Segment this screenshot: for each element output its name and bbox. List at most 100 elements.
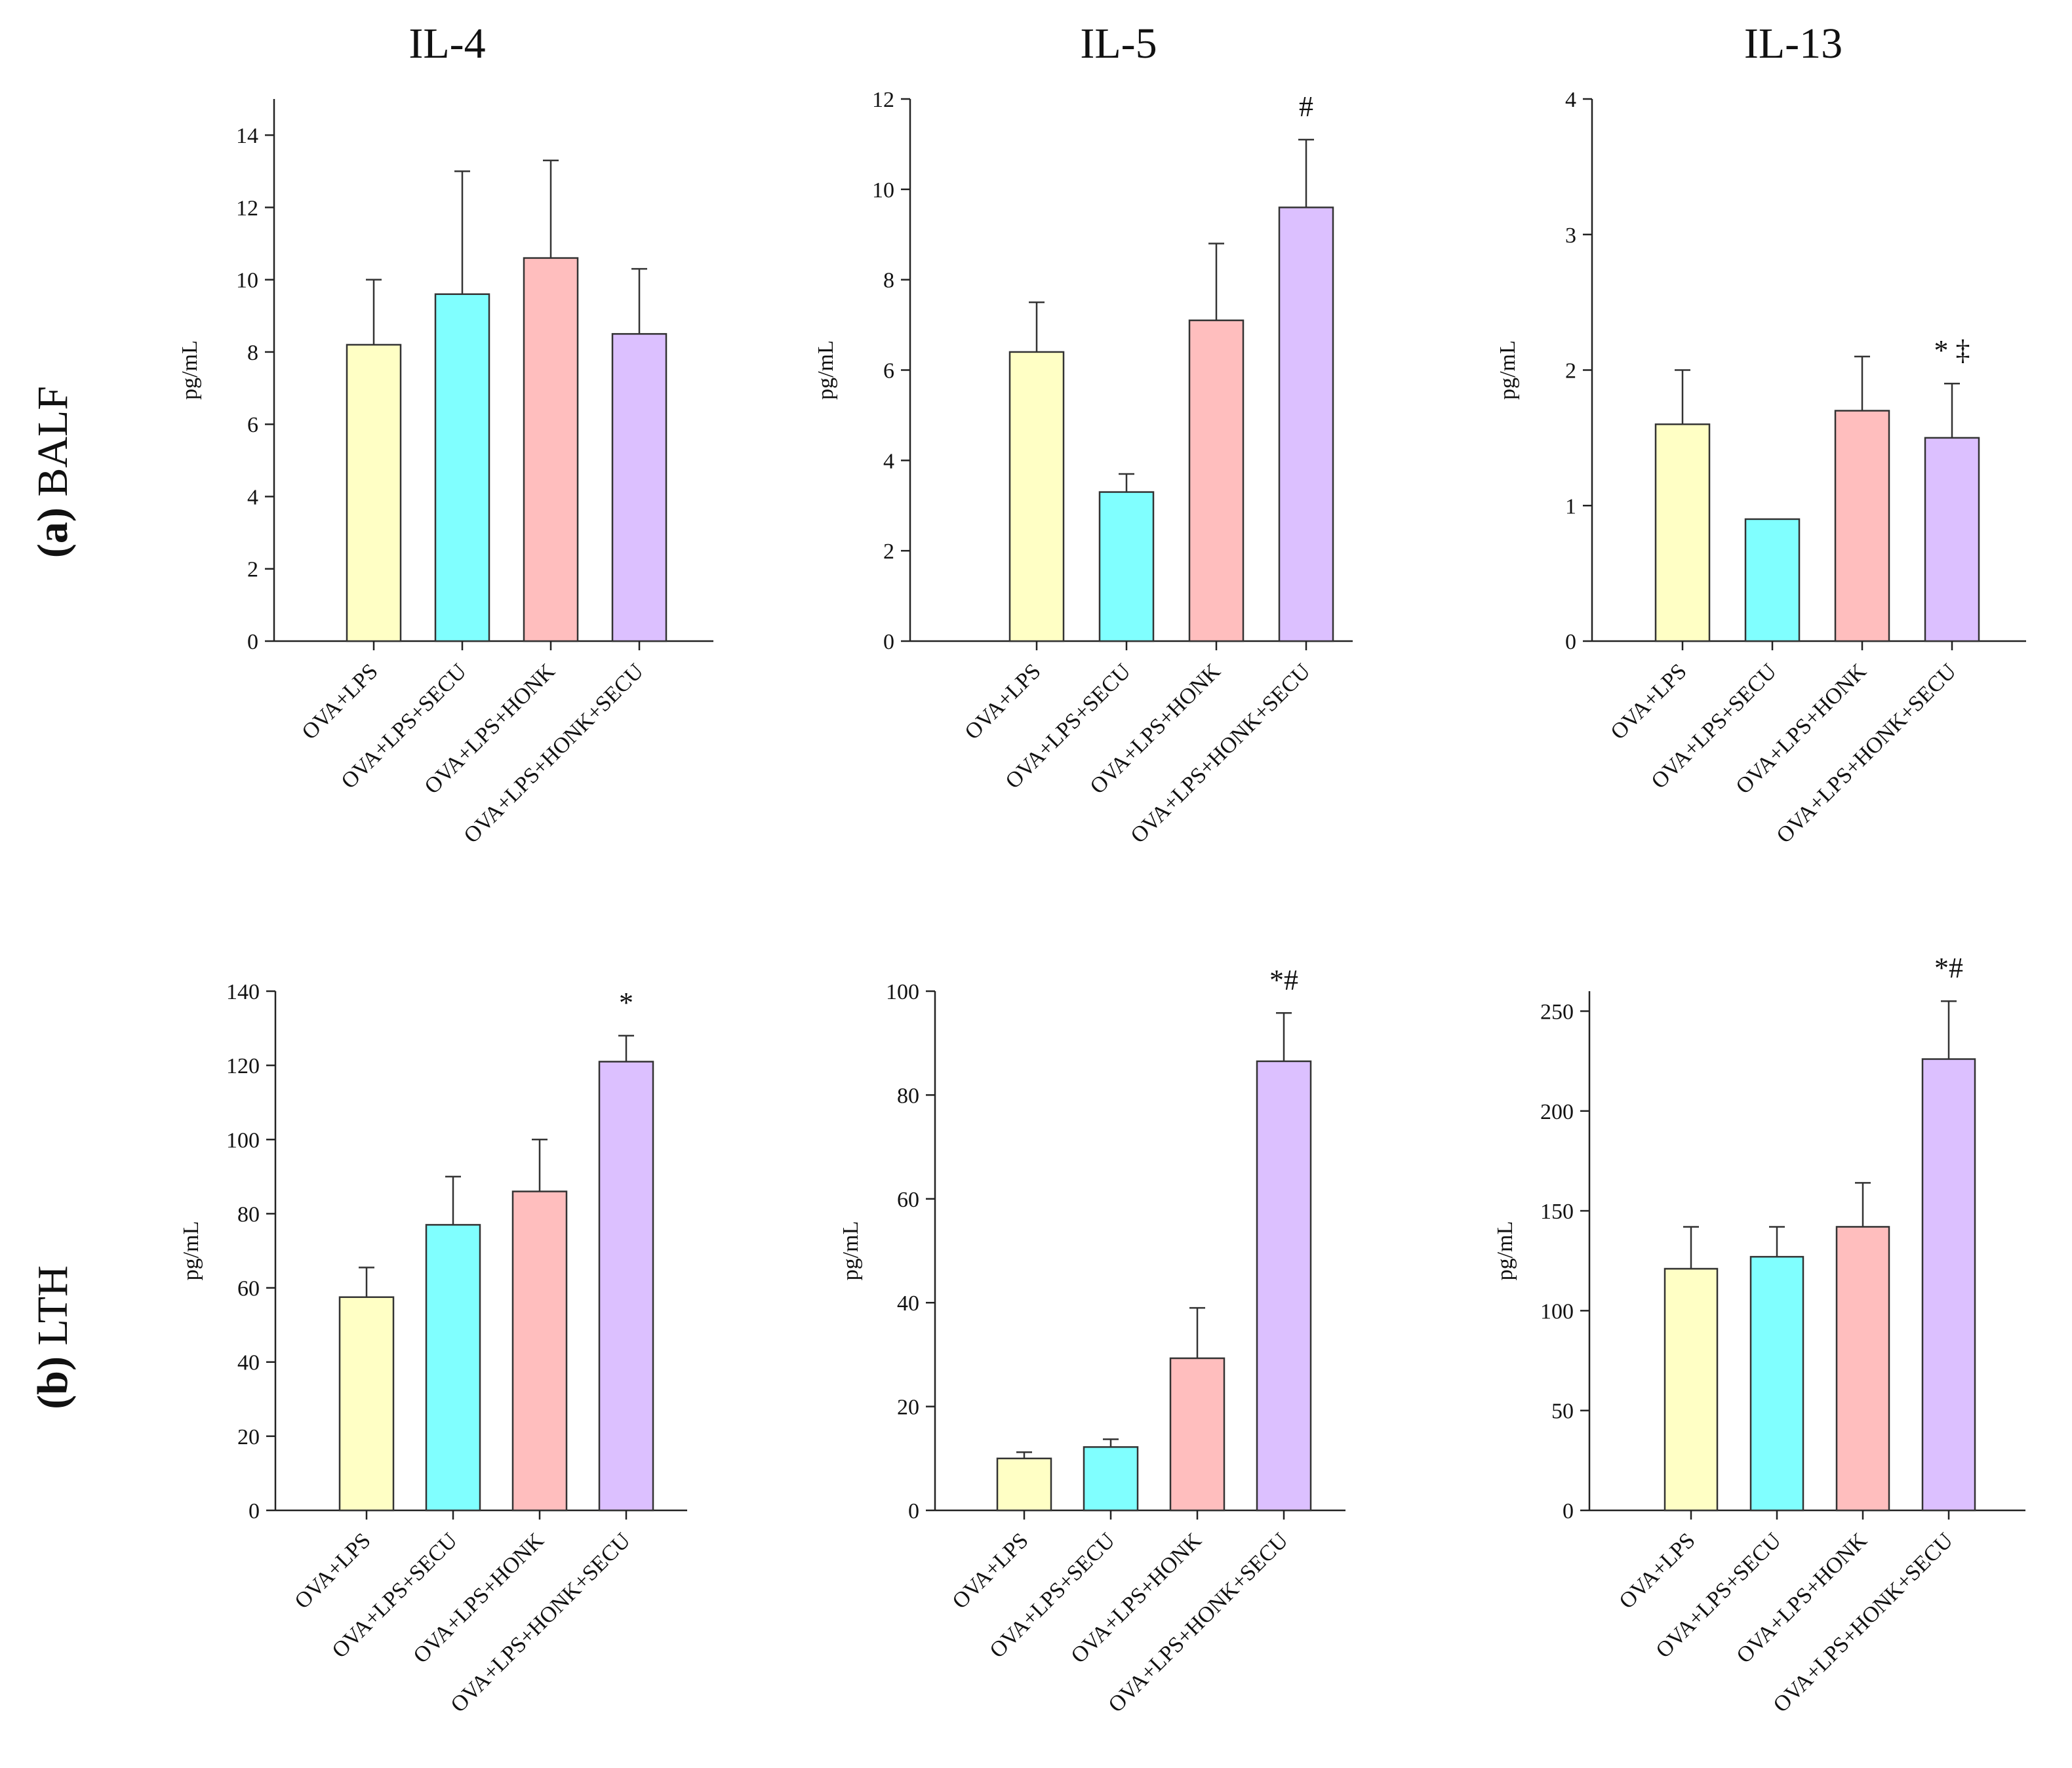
balf-il5-ytick-label-5: 10 (872, 178, 894, 203)
balf-il13-bar-2 (1834, 410, 1890, 642)
row-label-balf-prefix: (a) (29, 507, 77, 558)
panel-lth-il13: 050100150200250pg/mLOVA+LPSOVA+LPS+SECUO… (1493, 952, 2025, 1718)
lth-il13-bar-2 (1835, 1226, 1890, 1512)
lth-il4-ytick-label-0: 0 (249, 1499, 260, 1523)
lth-il13-y-label: pg/mL (1493, 1221, 1517, 1281)
lth-il4-bar-3 (598, 1061, 654, 1512)
panel-balf-il13: 01234pg/mLOVA+LPSOVA+LPS+SECUOVA+LPS+HON… (1496, 88, 2026, 848)
lth-il4-ytick-label-2: 40 (237, 1351, 260, 1375)
balf-il5-ytick-label-0: 0 (883, 630, 894, 654)
balf-il13-bar-3 (1924, 437, 1980, 642)
row-label-lth-prefix: (b) (29, 1356, 77, 1409)
lth-il5-bar-0 (996, 1457, 1052, 1512)
balf-il4-ytick-label-6: 12 (236, 196, 258, 220)
lth-il5-bar-3 (1256, 1060, 1312, 1512)
panel-lth-il5: 020406080100pg/mLOVA+LPSOVA+LPS+SECUOVA+… (839, 964, 1345, 1718)
balf-il4-category-label-0: OVA+LPS (298, 659, 383, 744)
lth-il13-bar-3 (1921, 1058, 1976, 1512)
panel-balf-il4: 02468101214pg/mLOVA+LPSOVA+LPS+SECUOVA+L… (178, 99, 713, 848)
balf-il13-sig-3: * ‡ (1934, 334, 1970, 366)
balf-il13-bar-1 (1744, 518, 1801, 642)
lth-il13-bar-0 (1664, 1268, 1719, 1512)
lth-il5-category-label-3: OVA+LPS+HONK+SECU (1104, 1528, 1292, 1717)
balf-il13-category-label-3: OVA+LPS+HONK+SECU (1772, 659, 1961, 848)
balf-il4-bar-3 (611, 333, 667, 642)
balf-il4-ytick-label-5: 10 (236, 269, 258, 293)
lth-il5-ytick-label-5: 100 (886, 980, 919, 1004)
balf-il5-ytick-label-2: 4 (883, 449, 894, 473)
balf-il4-ytick-label-0: 0 (247, 630, 258, 654)
balf-il5-ytick-label-1: 2 (883, 540, 894, 564)
lth-il4-bar-2 (511, 1190, 568, 1512)
lth-il13-ytick-label-3: 150 (1540, 1200, 1574, 1224)
balf-il13-ytick-label-3: 3 (1565, 224, 1576, 248)
lth-il4-bar-0 (338, 1296, 395, 1512)
lth-il13-bar-1 (1749, 1255, 1804, 1512)
balf-il4-bar-1 (434, 293, 490, 642)
balf-il13-ytick-label-0: 0 (1565, 630, 1576, 654)
lth-il4-ytick-label-3: 60 (237, 1277, 260, 1301)
balf-il5-ytick-label-4: 8 (883, 269, 894, 293)
lth-il4-ytick-label-1: 20 (237, 1425, 260, 1449)
lth-il13-ytick-label-5: 250 (1540, 1000, 1574, 1024)
balf-il5-bar-3 (1278, 206, 1334, 642)
lth-il5-bar-2 (1169, 1357, 1225, 1512)
balf-il4-y-label: pg/mL (178, 340, 202, 400)
lth-il4-ytick-label-5: 100 (226, 1128, 260, 1152)
lth-il4-ytick-label-4: 80 (237, 1202, 260, 1227)
lth-il5-ytick-label-3: 60 (897, 1188, 919, 1212)
lth-il13-ytick-label-4: 200 (1540, 1100, 1574, 1124)
row-label-lth: (b) LTH (29, 1265, 77, 1409)
balf-il13-ytick-label-4: 4 (1565, 88, 1576, 112)
balf-il5-bar-1 (1098, 491, 1155, 642)
lth-il5-ytick-label-4: 80 (897, 1084, 919, 1108)
lth-il5-ytick-label-1: 20 (897, 1396, 919, 1420)
lth-il13-category-label-3: OVA+LPS+HONK+SECU (1768, 1528, 1957, 1717)
balf-il4-ytick-label-4: 8 (247, 341, 258, 365)
balf-il5-sig-3: # (1299, 90, 1313, 123)
balf-il4-category-label-3: OVA+LPS+HONK+SECU (459, 659, 648, 848)
balf-il13-y-label: pg/mL (1496, 340, 1520, 400)
balf-il5-category-label-0: OVA+LPS (961, 659, 1046, 744)
panel-lth-il4: 020406080100120140pg/mLOVA+LPSOVA+LPS+SE… (179, 980, 687, 1718)
row-label-lth-name: LTH (29, 1265, 77, 1345)
lth-il13-ytick-label-2: 100 (1540, 1299, 1574, 1324)
balf-il5-category-label-3: OVA+LPS+HONK+SECU (1126, 659, 1315, 848)
column-title-il5: IL-5 (1080, 20, 1157, 68)
lth-il5-sig-3: *# (1269, 964, 1298, 996)
column-title-il13: IL-13 (1744, 20, 1843, 68)
lth-il5-ytick-label-0: 0 (908, 1499, 919, 1523)
lth-il13-sig-3: *# (1934, 952, 1963, 984)
balf-il4-ytick-label-7: 14 (236, 124, 258, 148)
lth-il4-category-label-0: OVA+LPS (290, 1528, 376, 1613)
balf-il5-bar-2 (1188, 319, 1245, 642)
lth-il4-y-label: pg/mL (179, 1221, 203, 1281)
balf-il4-bar-0 (346, 344, 402, 642)
balf-il13-ytick-label-2: 2 (1565, 359, 1576, 383)
lth-il4-sig-3: * (619, 987, 633, 1019)
balf-il4-ytick-label-1: 2 (247, 558, 258, 582)
lth-il5-ytick-label-2: 40 (897, 1291, 919, 1316)
lth-il4-ytick-label-7: 140 (226, 980, 260, 1004)
lth-il4-ytick-label-6: 120 (226, 1054, 260, 1078)
lth-il5-y-label: pg/mL (839, 1221, 863, 1281)
balf-il5-bar-0 (1008, 351, 1065, 642)
balf-il5-y-label: pg/mL (814, 340, 838, 400)
lth-il13-category-label-0: OVA+LPS (1615, 1528, 1700, 1613)
lth-il13-ytick-label-1: 50 (1551, 1400, 1574, 1424)
lth-il13-ytick-label-0: 0 (1563, 1499, 1574, 1523)
column-title-il4: IL-4 (408, 20, 485, 68)
lth-il4-category-label-3: OVA+LPS+HONK+SECU (446, 1528, 635, 1717)
balf-il13-ytick-label-1: 1 (1565, 494, 1576, 519)
balf-il5-ytick-label-3: 6 (883, 359, 894, 383)
lth-il5-bar-1 (1083, 1446, 1139, 1512)
row-label-balf: (a) BALF (29, 386, 77, 558)
balf-il13-bar-0 (1654, 423, 1711, 642)
panel-balf-il5: 024681012pg/mLOVA+LPSOVA+LPS+SECUOVA+LPS… (814, 88, 1353, 848)
lth-il4-bar-1 (425, 1224, 481, 1512)
balf-il4-ytick-label-3: 6 (247, 413, 258, 437)
balf-il4-ytick-label-2: 4 (247, 485, 258, 509)
balf-il13-category-label-0: OVA+LPS (1606, 659, 1692, 744)
balf-il5-ytick-label-6: 12 (872, 88, 894, 112)
